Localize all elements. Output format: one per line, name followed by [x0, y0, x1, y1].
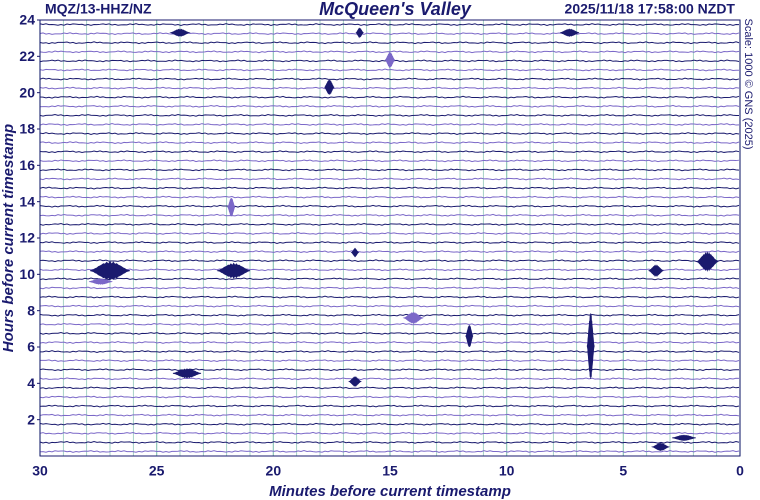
seismic-event	[465, 325, 474, 348]
seismic-event	[384, 51, 396, 69]
trace	[39, 295, 740, 299]
trace	[39, 250, 740, 254]
trace	[39, 177, 740, 181]
trace	[39, 368, 740, 372]
trace	[39, 377, 740, 381]
trace	[39, 241, 740, 244]
y-tick-label: 4	[27, 375, 35, 391]
trace	[39, 304, 740, 308]
trace	[39, 95, 740, 99]
trace	[39, 150, 740, 154]
seismic-event	[355, 27, 364, 39]
trace	[39, 168, 740, 172]
trace	[39, 431, 740, 435]
trace	[39, 159, 740, 163]
trace	[39, 422, 740, 426]
trace	[39, 50, 740, 54]
plot-area	[39, 19, 741, 457]
x-tick-label: 5	[619, 463, 627, 479]
trace	[39, 440, 740, 444]
seismic-event	[560, 28, 580, 37]
x-tick-label: 20	[266, 463, 282, 479]
x-tick-label: 0	[736, 463, 744, 479]
y-tick-label: 8	[27, 302, 35, 318]
seismic-event	[695, 251, 719, 272]
y-tick-label: 6	[27, 339, 35, 355]
trace	[39, 104, 740, 108]
trace	[39, 341, 740, 344]
trace	[39, 68, 740, 72]
seismic-event	[88, 278, 113, 285]
y-tick-label: 24	[19, 12, 35, 28]
trace	[39, 259, 740, 263]
seismic-event	[324, 79, 335, 95]
trace	[39, 23, 740, 26]
trace	[39, 286, 740, 290]
seismic-event	[227, 197, 236, 217]
trace	[39, 404, 740, 408]
trace	[39, 350, 740, 353]
seismic-event	[348, 375, 362, 388]
y-tick-label: 12	[19, 230, 35, 246]
seismic-event	[672, 434, 696, 442]
y-tick-label: 22	[19, 48, 35, 64]
station: MQZ/13-HHZ/NZ	[45, 1, 152, 17]
seismic-event	[169, 28, 191, 37]
seismic-event	[402, 311, 425, 325]
timestamp: 2025/11/18 17:58:00 NZDT	[565, 1, 736, 17]
trace	[39, 123, 740, 126]
scale-note: Scale: 1000 © GNS (2025)	[742, 18, 754, 149]
y-tick-label: 2	[27, 411, 35, 427]
trace	[39, 277, 740, 281]
x-tick-label: 15	[382, 463, 398, 479]
trace	[39, 213, 740, 217]
trace	[39, 77, 740, 81]
trace	[39, 450, 740, 453]
trace	[39, 386, 740, 390]
trace	[39, 186, 740, 190]
seismic-event	[350, 247, 360, 258]
y-tick-label: 14	[19, 193, 35, 209]
x-tick-label: 10	[499, 463, 515, 479]
seismic-event	[648, 264, 664, 278]
x-axis-title: Minutes before current timestamp	[269, 483, 511, 500]
trace	[39, 141, 740, 145]
trace	[39, 204, 740, 208]
trace	[39, 32, 740, 36]
trace	[39, 313, 740, 317]
trace	[39, 268, 740, 272]
trace	[39, 132, 740, 135]
y-tick-label: 18	[19, 121, 35, 137]
trace	[39, 195, 740, 199]
trace	[39, 113, 739, 117]
trace	[39, 41, 740, 45]
chart-title: McQueen's Valley	[319, 0, 472, 19]
x-tick-label: 30	[32, 463, 48, 479]
trace	[39, 322, 740, 326]
trace	[39, 232, 740, 235]
trace	[39, 86, 740, 90]
y-axis-title: Hours before current timestamp	[0, 124, 17, 352]
seismic-event	[90, 260, 130, 281]
trace	[39, 359, 740, 363]
seismic-event	[651, 442, 671, 452]
seismic-event	[586, 313, 595, 379]
seismic-event	[172, 368, 202, 379]
trace	[39, 395, 740, 399]
y-tick-label: 16	[19, 157, 35, 173]
x-tick-label: 25	[149, 463, 165, 479]
y-tick-label: 20	[19, 84, 35, 100]
seismic-event	[217, 262, 251, 279]
trace	[39, 222, 740, 226]
y-tick-label: 10	[19, 266, 35, 282]
trace	[39, 413, 740, 417]
trace	[39, 331, 740, 335]
